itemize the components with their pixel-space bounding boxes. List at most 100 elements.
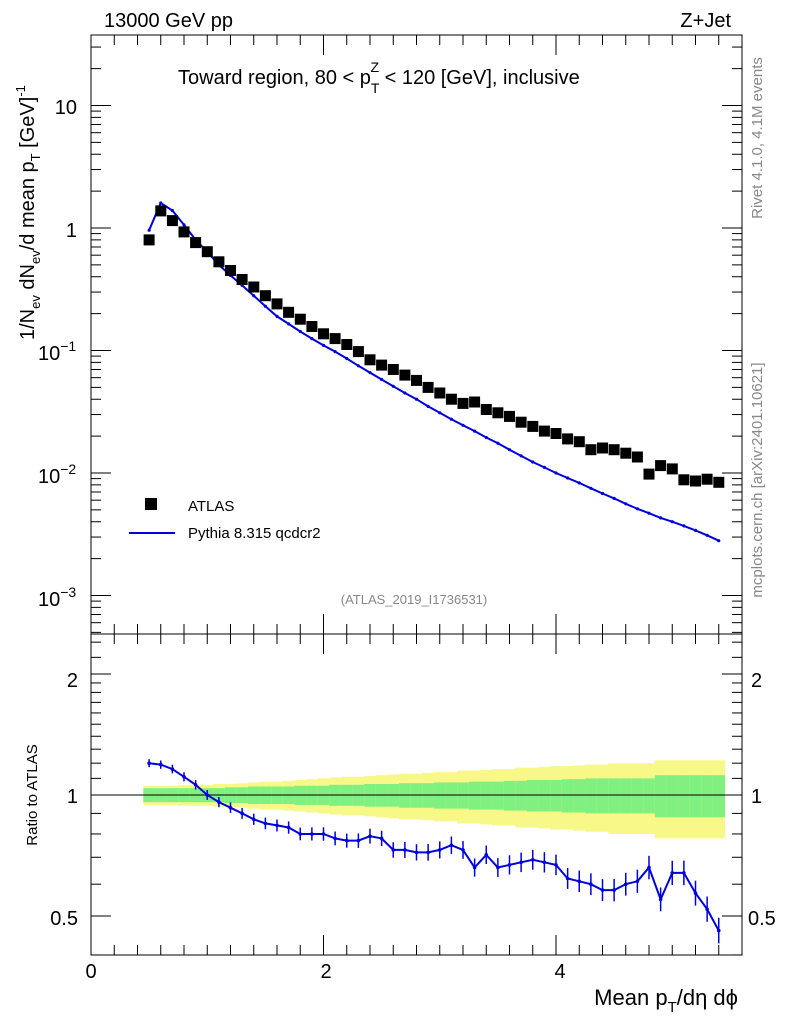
ratio-ytick-2-left: 2 (67, 670, 78, 692)
ratio-ytick-1-right: 1 (751, 786, 762, 808)
atlas-point (445, 393, 457, 405)
ytick-0.001: 10−3 (38, 584, 76, 611)
mc-point (275, 314, 279, 318)
atlas-point (469, 396, 481, 408)
atlas-point (155, 205, 167, 217)
ratio-ylabel: Ratio to ATLAS (24, 744, 41, 845)
mc-point (380, 377, 384, 382)
atlas-point (457, 397, 469, 409)
mc-point (705, 533, 709, 537)
mc-point (368, 371, 372, 375)
band-inner (619, 778, 632, 814)
mc-ratio-point (461, 848, 465, 852)
mc-ratio-point (705, 907, 709, 911)
mc-point (461, 423, 465, 427)
atlas-point (411, 374, 422, 386)
mc-ratio-point (368, 834, 372, 838)
band-inner (573, 779, 586, 813)
atlas-point (550, 428, 562, 439)
band-inner (643, 778, 656, 814)
atlas-point (713, 476, 725, 488)
mc-point (554, 471, 558, 475)
mc-point (589, 486, 593, 490)
title-part-b: < 120 [GeV], inclusive (379, 67, 580, 89)
legend-atlas-marker (145, 498, 157, 510)
band-inner (608, 778, 621, 814)
mc-ratio-point (658, 897, 663, 902)
legend-atlas-label: ATLAS (188, 498, 234, 515)
xtick-4: 4 (554, 961, 565, 983)
mc-ratio-point (542, 860, 547, 865)
atlas-point (620, 447, 632, 459)
band-inner (492, 781, 505, 810)
mc-point (566, 476, 570, 480)
mc-point (252, 294, 256, 298)
mc-ratio-point (333, 836, 337, 841)
ratio-ytick-0.5-right: 0.5 (748, 908, 776, 930)
mc-ratio-point (240, 811, 244, 816)
mc-point (659, 516, 663, 520)
atlas-point (341, 339, 353, 350)
mc-line (148, 201, 720, 542)
atlas-point (306, 321, 318, 332)
mc-ratio-point (530, 858, 535, 862)
ratio-ytick-2-right: 2 (751, 670, 762, 692)
mc-point (600, 491, 605, 496)
atlas-point (201, 246, 213, 258)
mc-point (403, 391, 407, 395)
title-sub-T: T (371, 80, 380, 96)
atlas-point (225, 265, 236, 276)
title-part-a: Toward region, 80 < p (178, 67, 371, 89)
band-inner (538, 780, 551, 812)
atlas-point (352, 346, 364, 358)
mc-point (647, 511, 651, 515)
ratio-panel: 2 1 0.5 2 1 0.5 Ratio to ATLAS (24, 633, 776, 956)
mc-ratio-point (251, 817, 256, 822)
atlas-point (166, 215, 178, 227)
rivet-label: Rivet 4.1.0, 4.1M events (749, 57, 766, 219)
atlas-point (283, 306, 295, 318)
mc-ratio-point (193, 783, 198, 787)
atlas-point (666, 463, 678, 475)
mc-point (670, 520, 674, 524)
mc-ratio-point (682, 871, 686, 875)
mc-point (414, 397, 419, 401)
atlas-point (259, 290, 271, 302)
atlas-point (492, 407, 504, 419)
mc-ratio-curve (147, 759, 721, 944)
mc-ratio-point (147, 761, 151, 765)
mc-point (263, 304, 267, 308)
atlas-point (538, 425, 550, 437)
band-inner (631, 778, 644, 814)
band-inner (689, 775, 702, 818)
mc-point (182, 223, 186, 227)
atlas-point (387, 364, 399, 375)
atlas-point (527, 420, 539, 432)
mc-point (356, 364, 360, 368)
atlas-point (329, 333, 341, 345)
title-sup-Z: Z (370, 59, 379, 75)
energy-label: 13000 GeV pp (104, 10, 233, 32)
mc-ratio-point (716, 928, 721, 933)
band-inner (550, 780, 563, 812)
mc-point (519, 454, 523, 458)
mc-ratio-point (600, 888, 605, 892)
mc-point (426, 404, 430, 408)
mc-ratio-point (612, 888, 616, 892)
atlas-point (608, 444, 620, 456)
mc-point (682, 524, 686, 528)
mc-ratio-point (484, 853, 489, 857)
atlas-point (585, 444, 597, 456)
mc-ratio-point (496, 865, 500, 870)
mc-ratio-point (403, 848, 407, 852)
mc-ratio-point (670, 871, 675, 875)
atlas-point (631, 451, 643, 463)
mc-point (438, 411, 442, 415)
mc-ratio-point (228, 805, 233, 810)
atlas-point (248, 281, 260, 293)
mc-ratio-point (647, 865, 651, 870)
ytick-0.1: 10−1 (38, 338, 76, 365)
atlas-point (213, 256, 225, 268)
mc-ratio-point (182, 775, 186, 779)
